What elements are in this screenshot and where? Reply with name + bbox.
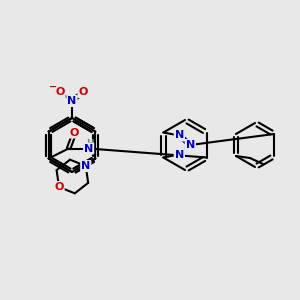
Text: O: O: [78, 87, 88, 97]
Text: N: N: [186, 140, 195, 150]
Text: N: N: [84, 143, 93, 154]
Text: O: O: [54, 182, 64, 192]
Text: −: −: [49, 82, 57, 92]
Text: N: N: [81, 161, 90, 171]
Text: H: H: [86, 139, 93, 148]
Text: N: N: [175, 149, 184, 160]
Text: N: N: [175, 130, 184, 140]
Text: O: O: [55, 87, 65, 97]
Text: O: O: [70, 128, 79, 137]
Text: N: N: [68, 96, 76, 106]
